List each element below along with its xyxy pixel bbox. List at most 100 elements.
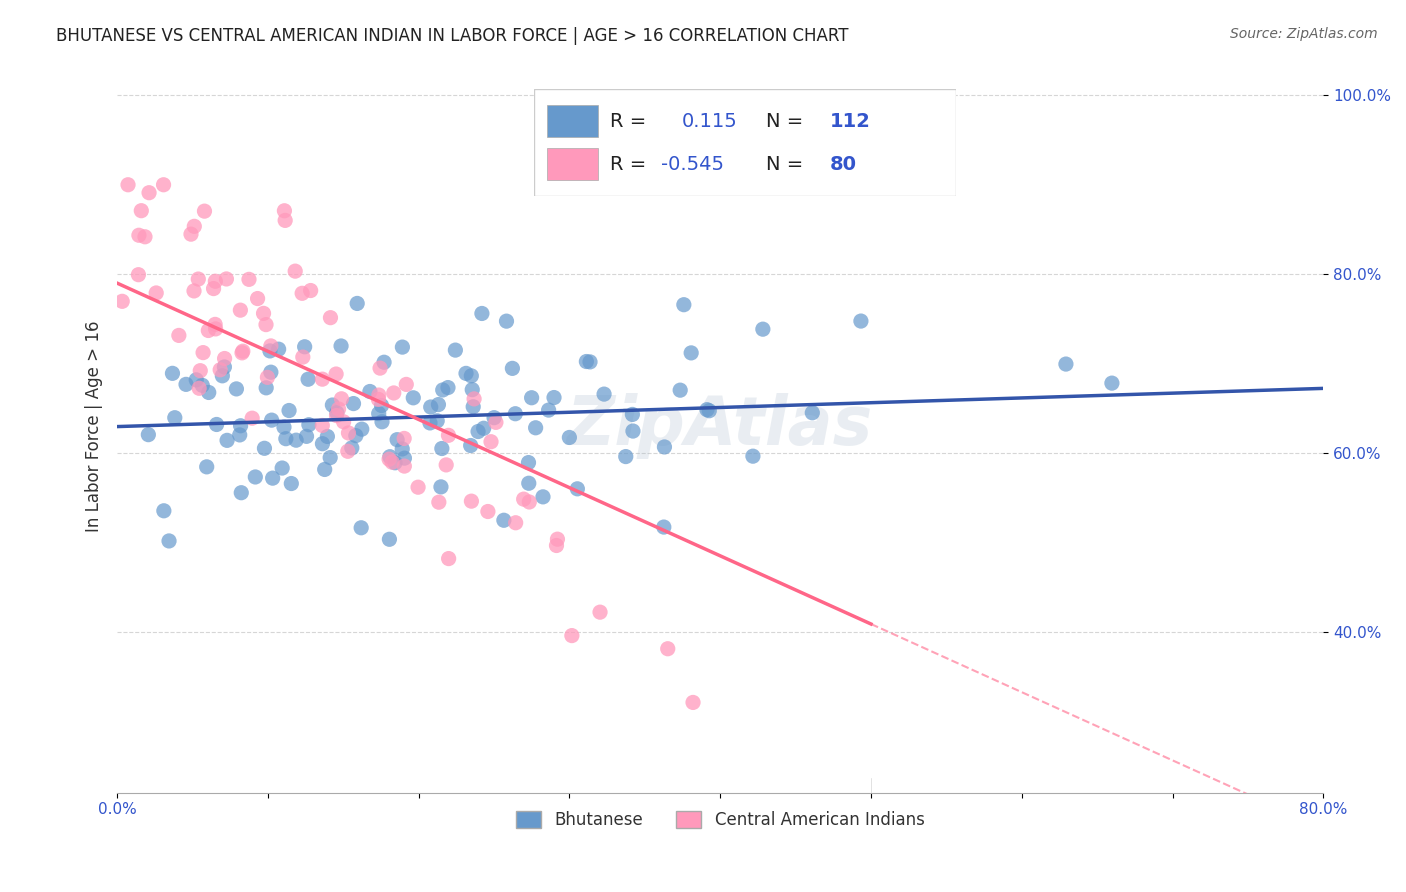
Point <box>238 272 260 286</box>
Point <box>395 377 418 392</box>
Point <box>260 339 283 353</box>
Point <box>278 403 301 417</box>
Point <box>370 399 392 413</box>
Point <box>432 383 454 397</box>
Point <box>297 372 319 386</box>
Point <box>378 450 401 464</box>
Point <box>209 363 232 377</box>
Point <box>437 380 460 394</box>
Point <box>546 539 568 553</box>
Point <box>195 459 218 474</box>
Point <box>672 298 695 312</box>
Point <box>460 494 482 508</box>
Point <box>211 368 233 383</box>
Point <box>330 339 353 353</box>
Text: Source: ZipAtlas.com: Source: ZipAtlas.com <box>1230 27 1378 41</box>
Point <box>558 430 581 444</box>
Text: ZipAtlas: ZipAtlas <box>567 393 873 459</box>
Point <box>311 418 333 433</box>
Point <box>245 470 267 484</box>
Point <box>479 434 502 449</box>
Y-axis label: In Labor Force | Age > 16: In Labor Force | Age > 16 <box>86 320 103 532</box>
Point <box>742 449 765 463</box>
Point <box>319 310 342 325</box>
Point <box>295 429 318 443</box>
Text: R =: R = <box>610 154 647 174</box>
Point <box>253 442 276 456</box>
Point <box>228 428 250 442</box>
Point <box>111 294 134 309</box>
Point <box>367 407 389 421</box>
Point <box>260 365 283 379</box>
Point <box>197 385 219 400</box>
Point <box>202 282 225 296</box>
Point <box>274 213 297 227</box>
Point <box>340 441 363 455</box>
Point <box>316 429 339 443</box>
Point <box>382 386 405 401</box>
Text: R =: R = <box>610 112 647 131</box>
Point <box>485 416 508 430</box>
Text: N =: N = <box>766 154 803 174</box>
Point <box>537 403 560 417</box>
Point <box>501 361 523 376</box>
Text: 80: 80 <box>830 154 856 174</box>
Point <box>274 432 297 446</box>
Point <box>273 203 295 218</box>
Point <box>188 381 211 395</box>
Point <box>285 433 308 447</box>
Point <box>314 462 336 476</box>
Point <box>350 521 373 535</box>
Point <box>461 383 484 397</box>
Point <box>520 391 543 405</box>
Point <box>229 418 252 433</box>
Point <box>204 318 226 332</box>
Point <box>385 433 408 447</box>
Point <box>460 438 482 452</box>
Point <box>193 204 215 219</box>
Point <box>471 306 494 320</box>
Point <box>325 367 347 381</box>
Point <box>187 272 209 286</box>
Point <box>801 406 824 420</box>
Point <box>344 428 367 442</box>
Point <box>849 314 872 328</box>
Point <box>336 444 359 458</box>
Point <box>346 296 368 310</box>
Point <box>391 340 413 354</box>
Point <box>567 482 589 496</box>
Point <box>430 480 453 494</box>
Point <box>614 450 637 464</box>
Point <box>392 432 415 446</box>
Point <box>231 485 253 500</box>
Point <box>463 392 485 406</box>
Point <box>214 351 236 366</box>
Point <box>260 413 283 427</box>
Text: -0.545: -0.545 <box>661 154 724 174</box>
Point <box>460 368 482 383</box>
Bar <box>547 105 598 137</box>
Point <box>330 392 353 406</box>
Point <box>378 533 401 547</box>
Point <box>492 513 515 527</box>
Text: 0.115: 0.115 <box>682 112 738 131</box>
Point <box>254 318 277 332</box>
Point <box>696 402 718 417</box>
Point <box>434 458 457 472</box>
Point <box>319 450 342 465</box>
Point <box>517 456 540 470</box>
Point <box>467 425 489 439</box>
Point <box>402 391 425 405</box>
Point <box>1054 357 1077 371</box>
Point <box>259 343 281 358</box>
Point <box>697 403 720 417</box>
Point <box>232 344 254 359</box>
Point <box>1101 376 1123 391</box>
Point <box>325 409 347 423</box>
Point <box>298 417 321 432</box>
Point <box>367 392 389 407</box>
Point <box>217 434 239 448</box>
Point <box>463 400 485 414</box>
Point <box>517 495 540 509</box>
Point <box>350 422 373 436</box>
